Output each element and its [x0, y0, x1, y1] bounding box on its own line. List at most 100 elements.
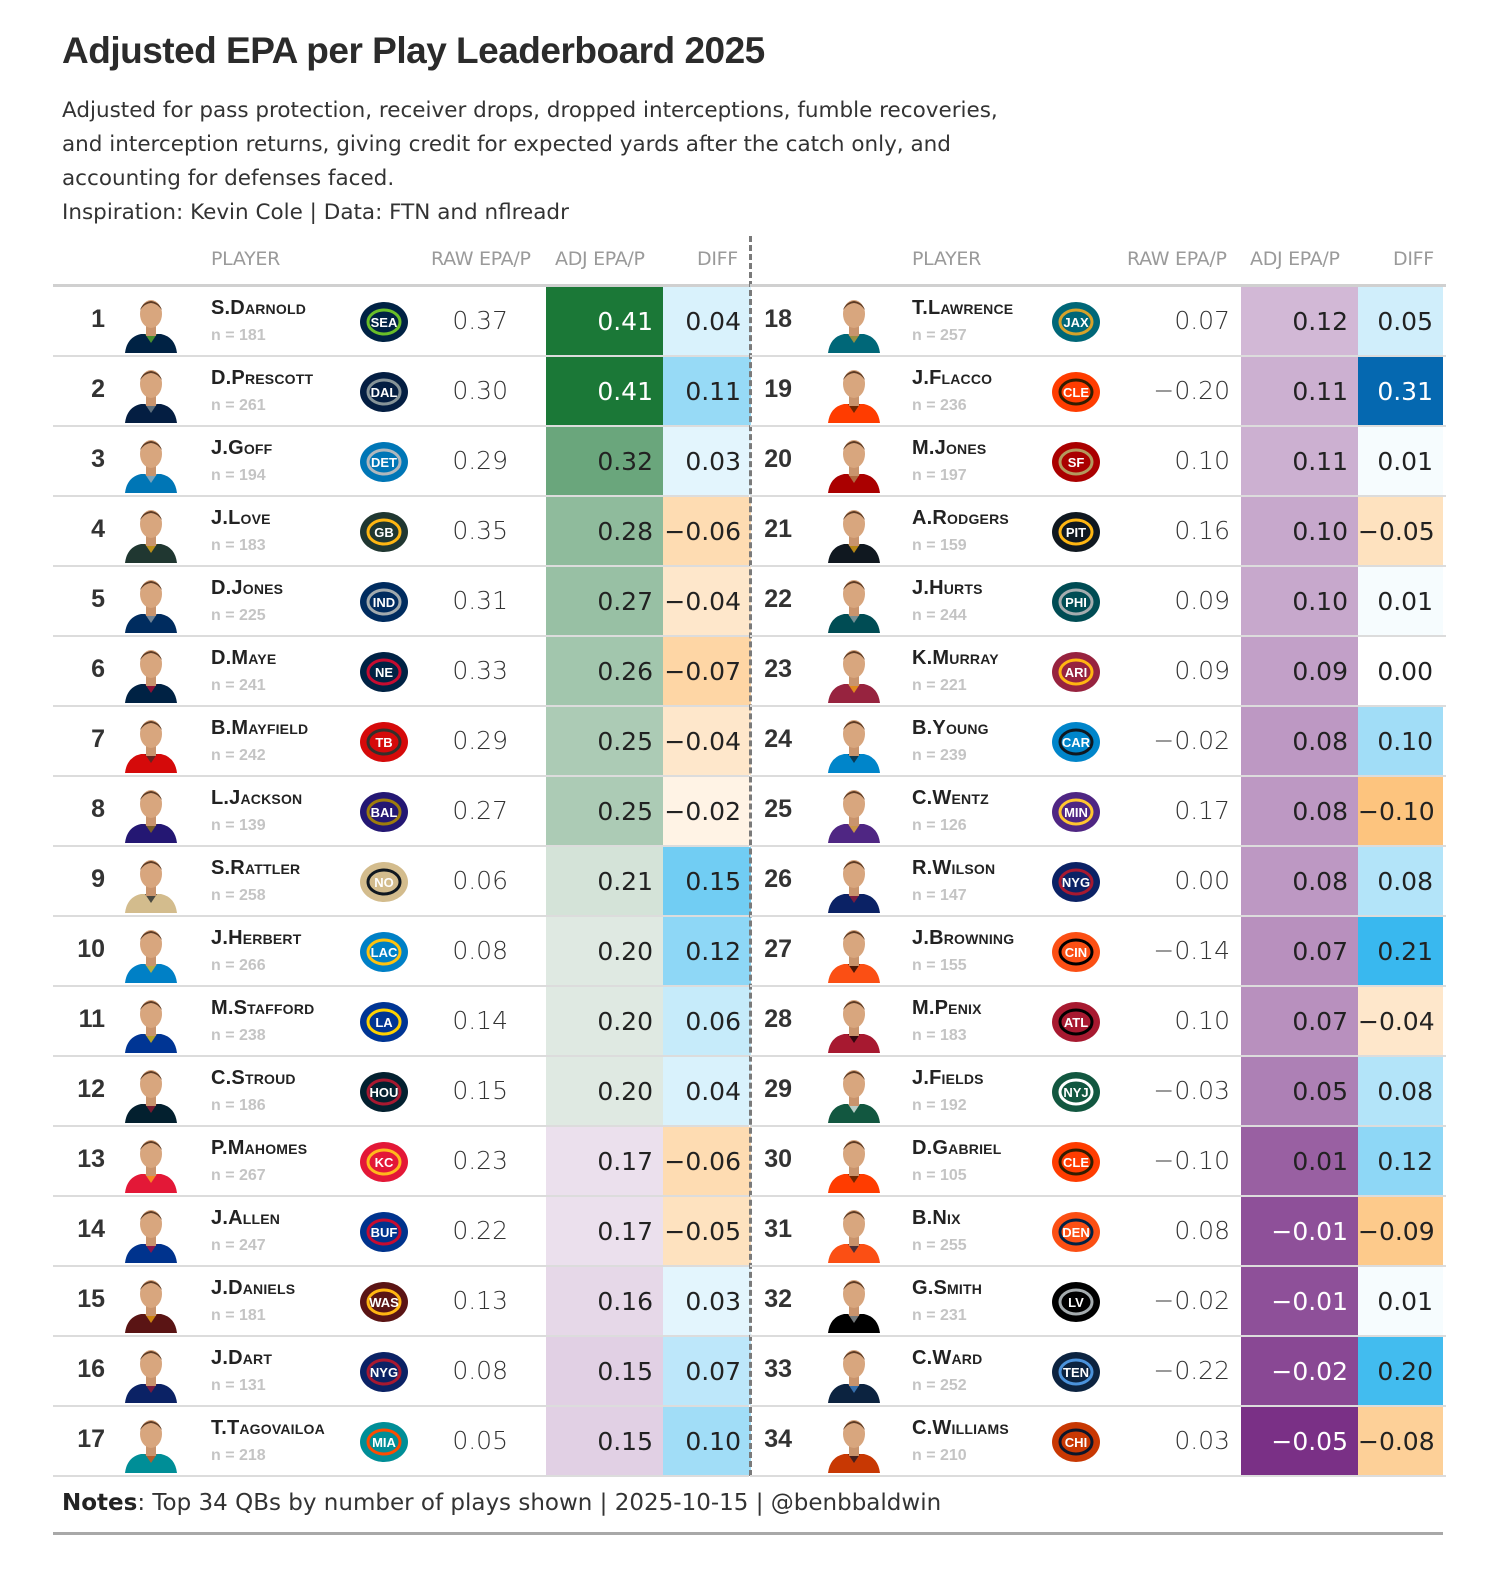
diff-cell: 0.01: [1358, 1267, 1443, 1335]
player-headshot-icon: [119, 1273, 183, 1333]
player-headshot-icon: [119, 783, 183, 843]
raw-epa-value: 0.07: [1174, 306, 1230, 335]
play-count: n = 192: [912, 1097, 967, 1114]
rank: 4: [91, 515, 105, 543]
play-count: n = 194: [211, 467, 266, 484]
diff-cell: −0.05: [1358, 497, 1443, 565]
raw-epa-value: −0.03: [1153, 1076, 1230, 1105]
adj-epa-cell: 0.17: [546, 1197, 663, 1265]
player-headshot-icon: [822, 1133, 886, 1193]
svg-text:LA: LA: [375, 1015, 393, 1030]
svg-text:NE: NE: [375, 665, 393, 680]
raw-epa-value: 0.23: [452, 1146, 508, 1175]
diff-cell: 0.21: [1358, 917, 1443, 985]
team-logo-icon: CLE: [1048, 1137, 1104, 1187]
raw-epa-value: 0.09: [1174, 586, 1230, 615]
team-logo-icon: JAX: [1048, 297, 1104, 347]
player-name: B.Nix: [912, 1207, 961, 1229]
player-name: J.Dart: [211, 1347, 273, 1369]
raw-epa-value: 0.08: [1174, 1216, 1230, 1245]
raw-epa-value: 0.13: [452, 1286, 508, 1315]
table-row: 8 L.Jackson n = 139 BAL 0.27 0.25 −0.02: [53, 777, 751, 847]
rows-left: 1 S.Darnold n = 181 SEA 0.37 0.41 0.04 2 D.Presc…: [53, 284, 751, 1477]
player-name: C.Williams: [912, 1417, 1009, 1439]
raw-epa-value: 0.05: [452, 1426, 508, 1455]
team-logo-icon: NYG: [356, 1347, 412, 1397]
table-row: 27 J.Browning n = 155 CIN −0.14 0.07 0.21: [750, 917, 1446, 987]
svg-text:TB: TB: [375, 735, 392, 750]
diff-cell: 0.01: [1358, 567, 1443, 635]
table-row: 11 M.Stafford n = 238 LA 0.14 0.20 0.06: [53, 987, 751, 1057]
player-name: J.Hurts: [912, 577, 983, 599]
raw-epa-value: 0.31: [452, 586, 508, 615]
player-name: G.Smith: [912, 1277, 983, 1299]
rank: 2: [91, 375, 105, 403]
play-count: n = 252: [912, 1377, 967, 1394]
rank: 31: [764, 1215, 792, 1243]
adj-epa-cell: −0.01: [1241, 1197, 1358, 1265]
team-logo-icon: HOU: [356, 1067, 412, 1117]
player-name: D.Gabriel: [912, 1137, 1002, 1159]
svg-text:PHI: PHI: [1065, 595, 1087, 610]
svg-text:ARI: ARI: [1065, 665, 1087, 680]
svg-text:WAS: WAS: [369, 1295, 399, 1310]
adj-epa-cell: 0.32: [546, 427, 663, 495]
diff-cell: 0.04: [663, 1057, 751, 1125]
player-headshot-icon: [822, 1063, 886, 1123]
table-row: 6 D.Maye n = 241 NE 0.33 0.26 −0.07: [53, 637, 751, 707]
raw-epa-value: 0.27: [452, 796, 508, 825]
team-logo-icon: SEA: [356, 297, 412, 347]
svg-text:MIA: MIA: [372, 1435, 396, 1450]
subtitle-line: and interception returns, giving credit …: [62, 132, 951, 157]
diff-cell: −0.04: [663, 707, 751, 775]
rank: 12: [77, 1075, 105, 1103]
table-row: 9 S.Rattler n = 258 NO 0.06 0.21 0.15: [53, 847, 751, 917]
team-logo-icon: GB: [356, 507, 412, 557]
svg-text:NYJ: NYJ: [1063, 1085, 1088, 1100]
adj-epa-cell: 0.08: [1241, 707, 1358, 775]
play-count: n = 218: [211, 1447, 266, 1464]
player-name: A.Rodgers: [912, 507, 1009, 529]
player-name: J.Daniels: [211, 1277, 296, 1299]
column-header-adj: ADJ EPA/P: [1250, 248, 1340, 270]
play-count: n = 247: [211, 1237, 266, 1254]
play-count: n = 181: [211, 1307, 266, 1324]
team-logo-icon: CIN: [1048, 927, 1104, 977]
table-row: 12 C.Stroud n = 186 HOU 0.15 0.20 0.04: [53, 1057, 751, 1127]
diff-cell: 0.20: [1358, 1337, 1443, 1405]
play-count: n = 241: [211, 677, 266, 694]
svg-text:TEN: TEN: [1063, 1365, 1089, 1380]
diff-cell: 0.03: [663, 427, 751, 495]
diff-cell: 0.00: [1358, 637, 1443, 705]
player-name: C.Stroud: [211, 1067, 296, 1089]
adj-epa-cell: 0.17: [546, 1127, 663, 1195]
adj-epa-cell: 0.20: [546, 917, 663, 985]
play-count: n = 131: [211, 1377, 266, 1394]
diff-cell: −0.10: [1358, 777, 1443, 845]
adj-epa-cell: 0.25: [546, 777, 663, 845]
player-name: J.Flacco: [912, 367, 993, 389]
play-count: n = 258: [211, 887, 266, 904]
team-logo-icon: BUF: [356, 1207, 412, 1257]
adj-epa-cell: 0.15: [546, 1337, 663, 1405]
team-logo-icon: TB: [356, 717, 412, 767]
svg-text:SEA: SEA: [371, 315, 398, 330]
diff-cell: 0.01: [1358, 427, 1443, 495]
rank: 7: [91, 725, 105, 753]
play-count: n = 257: [912, 327, 967, 344]
rank: 18: [764, 305, 792, 333]
adj-epa-cell: 0.41: [546, 357, 663, 425]
play-count: n = 181: [211, 327, 266, 344]
rank: 13: [77, 1145, 105, 1173]
svg-text:IND: IND: [373, 595, 395, 610]
adj-epa-cell: 0.16: [546, 1267, 663, 1335]
team-logo-icon: LA: [356, 997, 412, 1047]
raw-epa-value: 0.22: [452, 1216, 508, 1245]
table-row: 5 D.Jones n = 225 IND 0.31 0.27 −0.04: [53, 567, 751, 637]
raw-epa-value: 0.33: [452, 656, 508, 685]
table-row: 14 J.Allen n = 247 BUF 0.22 0.17 −0.05: [53, 1197, 751, 1267]
adj-epa-cell: −0.05: [1241, 1407, 1358, 1475]
play-count: n = 105: [912, 1167, 967, 1184]
table-row: 3 J.Goff n = 194 DET 0.29 0.32 0.03: [53, 427, 751, 497]
rank: 6: [91, 655, 105, 683]
